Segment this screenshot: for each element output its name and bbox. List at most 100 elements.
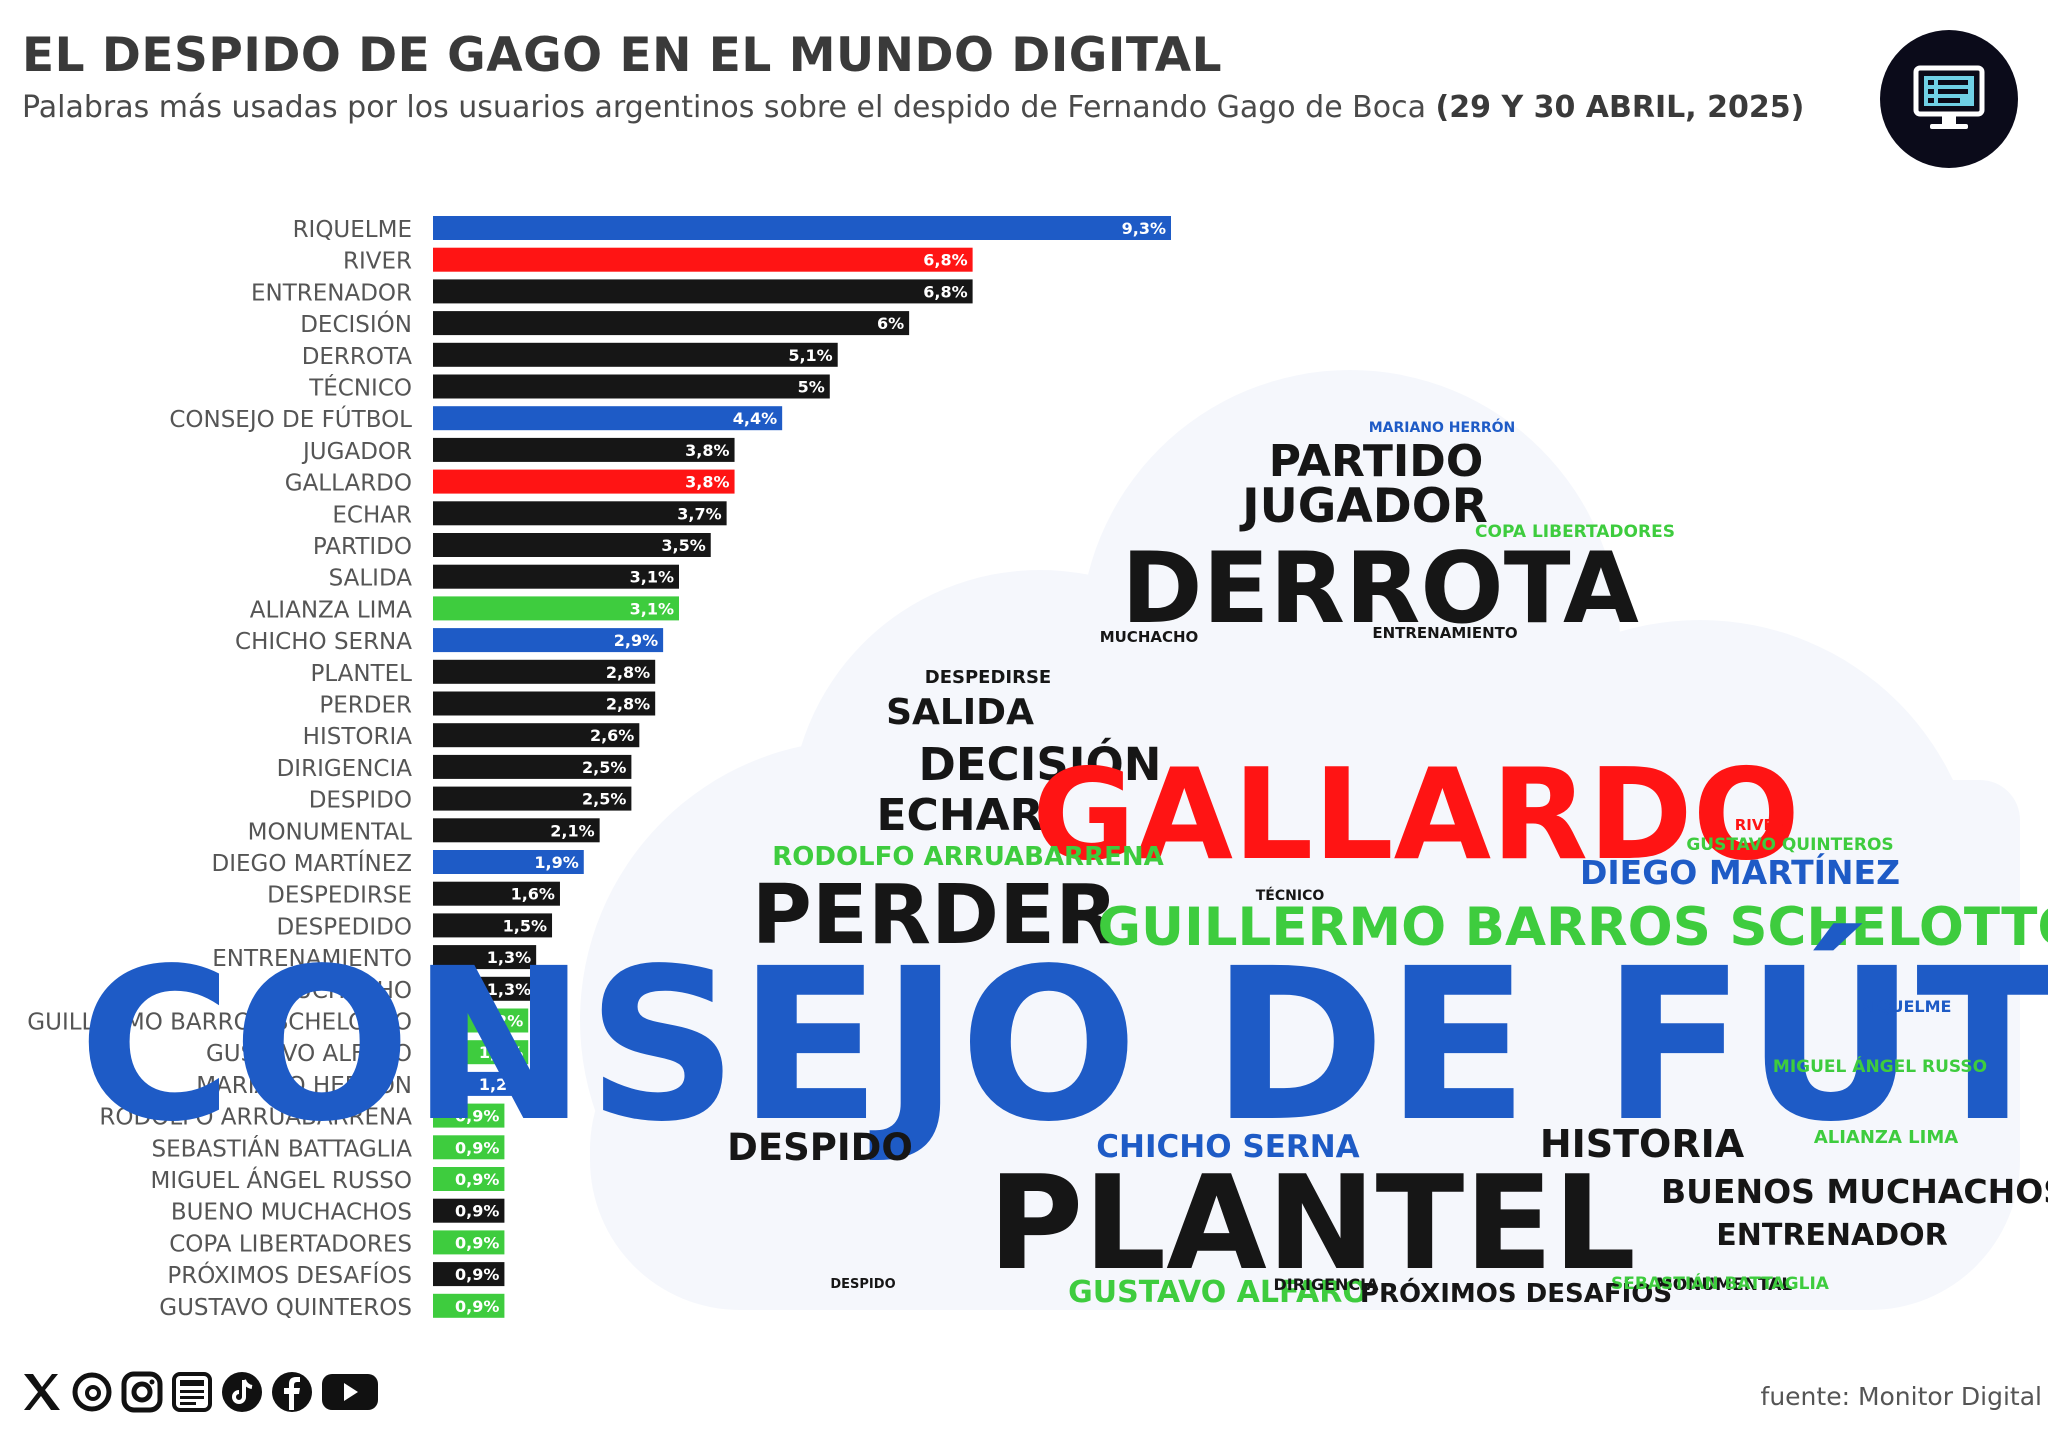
cloud-word-plantel: PLANTEL xyxy=(988,1147,1636,1299)
bar-riquelme xyxy=(433,216,1171,240)
category-label-bueno-muchachos: BUENO MUCHACHOS xyxy=(171,1200,412,1226)
page-subtitle: Palabras más usadas por los usuarios arg… xyxy=(22,90,1804,125)
category-label-river: RIVER xyxy=(343,249,412,275)
category-label-consejo-de-futbol: CONSEJO DE FÚTBOL xyxy=(169,405,412,433)
cloud-word-despido: DESPIDO xyxy=(830,1277,895,1292)
category-label-chicho-serna: CHICHO SERNA xyxy=(235,629,412,655)
category-label-mariano-herron: MARIANO HERRÓN xyxy=(196,1071,412,1099)
category-label-partido: PARTIDO xyxy=(313,534,412,560)
newsletter-icon[interactable] xyxy=(170,1370,214,1414)
cloud-word-mariano-herron: MARIANO HERRÓN xyxy=(1369,418,1516,436)
cloud-word-copa-libertadores: COPA LIBERTADORES xyxy=(1475,522,1675,542)
subtitle-date: (29 Y 30 ABRIL, 2025) xyxy=(1435,90,1805,125)
bar-tecnico xyxy=(433,374,830,399)
cloud-word-gustavo-alfaro: GUSTAVO ALFARO xyxy=(1068,1275,1368,1310)
bar-despedido xyxy=(433,913,553,938)
bar-muchacho xyxy=(433,976,537,1001)
value-label-partido: 3,5% xyxy=(661,536,705,555)
page-title: EL DESPIDO DE GAGO EN EL MUNDO DIGITAL xyxy=(22,28,1223,83)
instagram-icon[interactable] xyxy=(120,1370,164,1414)
bar-miguel-angel-russo xyxy=(433,1167,505,1191)
value-label-bueno-muchachos: 0,9% xyxy=(455,1202,499,1221)
bar-entrenador xyxy=(433,279,973,304)
category-label-despido: DESPIDO xyxy=(309,788,412,814)
value-label-copa-libertadores: 0,9% xyxy=(455,1233,499,1252)
cloud-word-river: RIVER xyxy=(1735,816,1786,834)
bar-dirigencia xyxy=(433,754,632,779)
cloud-word-despedirse: DESPEDIRSE xyxy=(925,667,1051,688)
value-label-echar: 3,7% xyxy=(677,504,721,523)
value-label-consejo-de-futbol: 4,4% xyxy=(733,409,777,428)
category-label-decision: DECISIÓN xyxy=(300,310,412,338)
value-label-jugador: 3,8% xyxy=(685,441,729,460)
value-label-gallardo: 3,8% xyxy=(685,473,729,492)
cloud-word-entrenador: ENTRENADOR xyxy=(1716,1218,1948,1253)
category-label-historia: HISTORIA xyxy=(303,724,413,750)
tiktok-icon[interactable] xyxy=(220,1370,264,1414)
value-label-despedirse: 1,6% xyxy=(511,885,555,904)
category-label-salida: SALIDA xyxy=(329,566,413,592)
x-icon[interactable] xyxy=(20,1370,64,1414)
value-label-perder: 2,8% xyxy=(606,695,650,714)
cloud-word-entrenamiento: ENTRENAMIENTO xyxy=(1372,624,1517,642)
value-label-tecnico: 5% xyxy=(798,378,825,397)
category-label-gustavo-quinteros: GUSTAVO QUINTEROS xyxy=(159,1295,412,1321)
threads-icon[interactable] xyxy=(70,1370,114,1414)
category-label-diego-martinez: DIEGO MARTÍNEZ xyxy=(212,849,412,877)
bar-river xyxy=(433,247,973,272)
cloud-word-alianza-lima: ALIANZA LIMA xyxy=(1814,1127,1958,1148)
word-cloud-background xyxy=(580,370,2020,1310)
cloud-word-tecnico: TÉCNICO xyxy=(1256,887,1325,904)
category-label-copa-libertadores: COPA LIBERTADORES xyxy=(169,1231,412,1257)
bar-gallardo xyxy=(433,469,735,494)
cloud-word-muchacho: MUCHACHO xyxy=(1100,628,1199,646)
value-label-despido: 2,5% xyxy=(582,790,626,809)
cloud-word-echar: ECHAR xyxy=(876,790,1043,841)
cloud-word-despido: DESPIDO xyxy=(727,1126,913,1169)
cloud-word-derrota: DERROTA xyxy=(1121,532,1639,646)
brand-badge xyxy=(1880,30,2018,168)
bar-decision xyxy=(433,311,910,336)
category-label-entrenamiento: ENTRENAMIENTO xyxy=(212,946,412,972)
value-label-river: 6,8% xyxy=(923,251,967,270)
cloud-word-perder: PERDER xyxy=(752,868,1118,963)
cloud-word-buenos-muchachos: BUENOS MUCHACHOS xyxy=(1661,1172,2048,1211)
category-label-proximos-desafios: PRÓXIMOS DESAFÍOS xyxy=(167,1261,412,1289)
value-label-sebastian-battaglia: 0,9% xyxy=(455,1138,499,1157)
category-label-plantel: PLANTEL xyxy=(310,661,412,687)
category-label-echar: ECHAR xyxy=(332,502,412,528)
bar-partido xyxy=(433,533,711,557)
cloud-word-consejo-de-futbol: CONSEJO DE FÚTBOL xyxy=(78,922,2048,1168)
value-label-proximos-desafios: 0,9% xyxy=(455,1265,499,1284)
facebook-icon[interactable] xyxy=(270,1370,314,1414)
bar-bueno-muchachos xyxy=(433,1198,505,1223)
value-label-entrenamiento: 1,3% xyxy=(487,948,531,967)
value-label-muchacho: 1,3% xyxy=(487,980,531,999)
cloud-word-guillermo-barros-schelotto: GUILLERMO BARROS SCHELOTTO xyxy=(1098,897,2048,958)
value-label-gustavo-quinteros: 0,9% xyxy=(455,1297,499,1316)
value-label-guillermo-barros-schelotto: 1,2% xyxy=(479,1012,523,1031)
value-label-mariano-herron: 1,2% xyxy=(479,1075,523,1094)
bar-jugador xyxy=(433,437,735,462)
youtube-icon[interactable] xyxy=(320,1370,380,1414)
social-icons xyxy=(20,1370,380,1414)
bar-copa-libertadores xyxy=(433,1230,505,1255)
value-label-chicho-serna: 2,9% xyxy=(614,631,658,650)
value-label-alianza-lima: 3,1% xyxy=(630,599,674,618)
bar-despedirse xyxy=(433,881,560,906)
monitor-icon xyxy=(1913,65,1985,129)
value-label-gustavo-alfaro: 1,2% xyxy=(479,1043,523,1062)
value-label-historia: 2,6% xyxy=(590,726,634,745)
bar-despido xyxy=(433,786,632,811)
cloud-word-diego-martinez: DIEGO MARTÍNEZ xyxy=(1580,852,1900,892)
value-label-riquelme: 9,3% xyxy=(1122,219,1166,238)
category-label-gustavo-alfaro: GUSTAVO ALFARO xyxy=(206,1041,412,1067)
bar-guillermo-barros-schelotto xyxy=(433,1008,529,1033)
category-label-miguel-angel-russo: MIGUEL ÁNGEL RUSSO xyxy=(151,1166,412,1194)
value-label-rodolfo-arruabarrena: 0,9% xyxy=(455,1107,499,1126)
bar-diego-martinez xyxy=(433,850,584,874)
cloud-word-monumental: MONUMENTAL xyxy=(1656,1275,1793,1295)
cloud-word-decision: DECISIÓN xyxy=(919,738,1162,791)
bar-sebastian-battaglia xyxy=(433,1135,505,1160)
cloud-word-chicho-serna: CHICHO SERNA xyxy=(1096,1129,1359,1165)
